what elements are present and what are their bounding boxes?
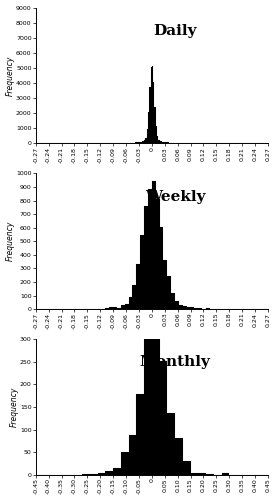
Bar [158, 140, 160, 143]
Bar [163, 260, 167, 309]
Bar [152, 328, 160, 475]
Bar [113, 468, 121, 475]
Bar [165, 142, 166, 144]
Bar [144, 334, 152, 475]
Bar [175, 438, 183, 475]
Bar [175, 301, 179, 309]
Text: Monthly: Monthly [140, 356, 211, 370]
Bar [149, 87, 150, 144]
Bar [142, 142, 143, 144]
Bar [169, 142, 170, 144]
Bar [102, 308, 105, 309]
Bar [109, 306, 113, 309]
Bar [129, 434, 136, 475]
Bar [179, 306, 183, 309]
Bar [156, 126, 157, 144]
Bar [98, 308, 102, 309]
Bar [206, 308, 210, 309]
Bar [198, 473, 206, 475]
Bar [154, 107, 156, 144]
Bar [190, 307, 194, 309]
Bar [147, 128, 148, 144]
Bar [136, 264, 140, 309]
Bar [117, 308, 121, 309]
Bar [166, 142, 167, 144]
Bar [161, 141, 162, 144]
Bar [94, 308, 98, 309]
Bar [136, 142, 138, 144]
Bar [202, 308, 206, 309]
Bar [153, 82, 154, 144]
Bar [156, 200, 160, 309]
Bar [160, 141, 161, 144]
Bar [139, 142, 140, 144]
Bar [171, 143, 172, 144]
Bar [163, 142, 165, 144]
Bar [134, 142, 135, 144]
Bar [138, 142, 139, 144]
Bar [148, 112, 149, 144]
Text: Weekly: Weekly [145, 190, 205, 203]
Bar [210, 308, 214, 309]
Bar [136, 394, 144, 475]
Bar [90, 474, 98, 475]
Bar [183, 306, 187, 309]
Bar [160, 361, 167, 475]
Y-axis label: Frequency: Frequency [6, 56, 15, 96]
Bar [152, 66, 153, 144]
Bar [148, 189, 152, 309]
Bar [132, 142, 134, 144]
Bar [157, 136, 158, 143]
Bar [190, 473, 198, 475]
Bar [187, 306, 190, 309]
Bar [162, 142, 163, 144]
Bar [206, 474, 214, 475]
Bar [131, 143, 132, 144]
Bar [140, 236, 144, 309]
Bar [144, 140, 145, 143]
Bar [98, 472, 105, 475]
Bar [167, 276, 171, 309]
Bar [167, 142, 169, 144]
Bar [183, 462, 190, 475]
Bar [167, 414, 175, 475]
Bar [121, 452, 129, 475]
Text: Daily: Daily [153, 24, 197, 38]
Bar [82, 474, 90, 475]
Bar [140, 142, 142, 144]
Bar [160, 227, 163, 309]
Bar [145, 138, 147, 143]
Bar [135, 142, 136, 144]
Bar [150, 67, 152, 144]
Bar [222, 473, 229, 475]
Bar [113, 306, 117, 309]
Bar [194, 308, 198, 309]
Bar [121, 304, 125, 309]
Bar [125, 304, 129, 309]
Bar [132, 286, 136, 309]
Bar [144, 206, 148, 309]
Y-axis label: Frequency: Frequency [9, 387, 18, 427]
Bar [129, 297, 132, 309]
Y-axis label: Frequency: Frequency [6, 221, 15, 262]
Bar [105, 471, 113, 475]
Bar [152, 180, 156, 309]
Bar [171, 294, 175, 309]
Bar [105, 308, 109, 309]
Bar [170, 142, 171, 144]
Bar [198, 308, 202, 309]
Bar [143, 141, 144, 144]
